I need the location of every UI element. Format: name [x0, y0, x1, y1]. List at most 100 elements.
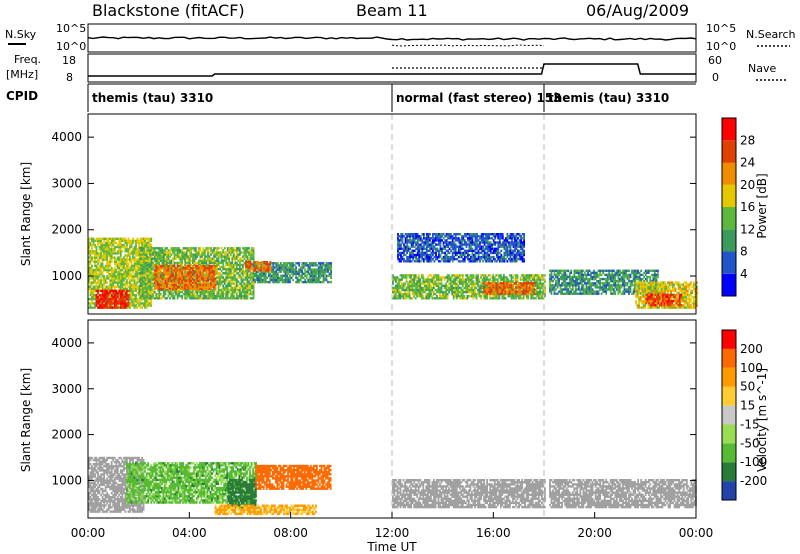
range-cell — [119, 295, 122, 299]
range-cell — [88, 248, 90, 251]
range-cell — [91, 277, 93, 280]
range-cell — [164, 247, 167, 250]
range-cell — [410, 297, 412, 300]
range-cell — [239, 290, 241, 294]
range-cell — [235, 255, 238, 258]
range-cell — [321, 262, 323, 265]
range-cell — [395, 276, 397, 279]
range-cell — [213, 253, 215, 256]
range-cell — [211, 288, 214, 292]
range-cell — [469, 290, 472, 294]
range-cell — [220, 251, 223, 254]
range-cell — [395, 284, 397, 287]
range-cell — [113, 270, 116, 274]
range-cell — [106, 300, 108, 303]
range-cell — [138, 304, 140, 307]
range-cell — [97, 273, 99, 276]
range-cell — [436, 295, 438, 298]
range-cell — [436, 297, 438, 300]
range-cell — [100, 264, 102, 268]
range-cell — [161, 287, 164, 291]
range-cell — [103, 239, 105, 243]
range-cell — [225, 251, 228, 254]
range-cell — [97, 295, 99, 299]
range-cell — [143, 249, 145, 252]
range-cell — [296, 262, 299, 265]
range-cell — [438, 260, 440, 263]
range-cell — [272, 276, 275, 280]
range-cell — [325, 264, 328, 267]
range-cell — [536, 278, 539, 281]
range-cell — [518, 297, 520, 300]
range-cell — [440, 290, 443, 294]
range-cell — [249, 255, 252, 258]
range-cell — [461, 276, 464, 279]
range-cell — [136, 273, 139, 276]
range-cell — [458, 276, 461, 279]
range-cell — [202, 275, 205, 278]
range-cell — [196, 292, 199, 296]
range-cell — [121, 304, 124, 307]
range-cell — [237, 255, 240, 258]
range-cell — [89, 268, 92, 272]
range-cell — [410, 284, 412, 287]
range-cell — [113, 256, 116, 259]
range-cell — [92, 241, 95, 245]
range-cell — [524, 274, 526, 277]
range-cell — [428, 288, 431, 292]
range-cell — [410, 288, 412, 292]
range-cell — [181, 257, 183, 260]
range-cell — [159, 247, 162, 250]
nave-tick-top: 60 — [708, 54, 722, 67]
range-cell — [118, 256, 121, 259]
range-cell — [205, 247, 208, 250]
range-cell — [176, 277, 179, 280]
range-cell — [434, 288, 437, 292]
range-cell — [245, 251, 247, 254]
range-cell — [89, 298, 92, 301]
range-cell — [126, 239, 128, 243]
range-cell — [185, 279, 188, 282]
range-cell — [129, 275, 131, 278]
range-cell — [98, 279, 101, 282]
range-cell — [190, 259, 193, 262]
range-cell — [415, 247, 418, 250]
range-cell — [103, 256, 105, 259]
range-cell — [132, 302, 134, 305]
range-cell — [121, 266, 124, 270]
range-cell — [155, 295, 158, 298]
range-cell — [408, 284, 411, 287]
range-cell — [541, 297, 543, 300]
range-cell — [531, 297, 534, 300]
range-cell — [97, 262, 99, 265]
range-cell — [506, 278, 508, 281]
range-cell — [486, 295, 488, 298]
range-cell — [100, 270, 102, 274]
range-cell — [219, 288, 221, 292]
range-cell — [266, 263, 269, 266]
range-cell — [261, 265, 264, 268]
range-cell — [97, 266, 99, 270]
range-cell — [155, 264, 158, 268]
range-cell — [199, 269, 202, 272]
range-cell — [530, 295, 533, 298]
range-cell — [115, 237, 118, 240]
range-cell — [214, 269, 217, 272]
range-cell — [113, 289, 116, 293]
range-cell — [205, 279, 208, 282]
range-cell — [474, 290, 476, 294]
range-cell — [161, 295, 164, 298]
range-cell — [211, 261, 214, 265]
range-cell — [442, 251, 445, 255]
range-cell — [166, 297, 168, 300]
range-cell — [229, 297, 232, 300]
range-cell — [397, 235, 399, 238]
range-cell — [295, 270, 297, 273]
range-cell — [116, 279, 119, 282]
range-cell — [133, 258, 136, 261]
range-cell — [392, 282, 394, 285]
range-cell — [135, 295, 137, 299]
range-cell — [510, 295, 513, 298]
range-cell — [173, 283, 176, 287]
range-cell — [88, 239, 90, 243]
